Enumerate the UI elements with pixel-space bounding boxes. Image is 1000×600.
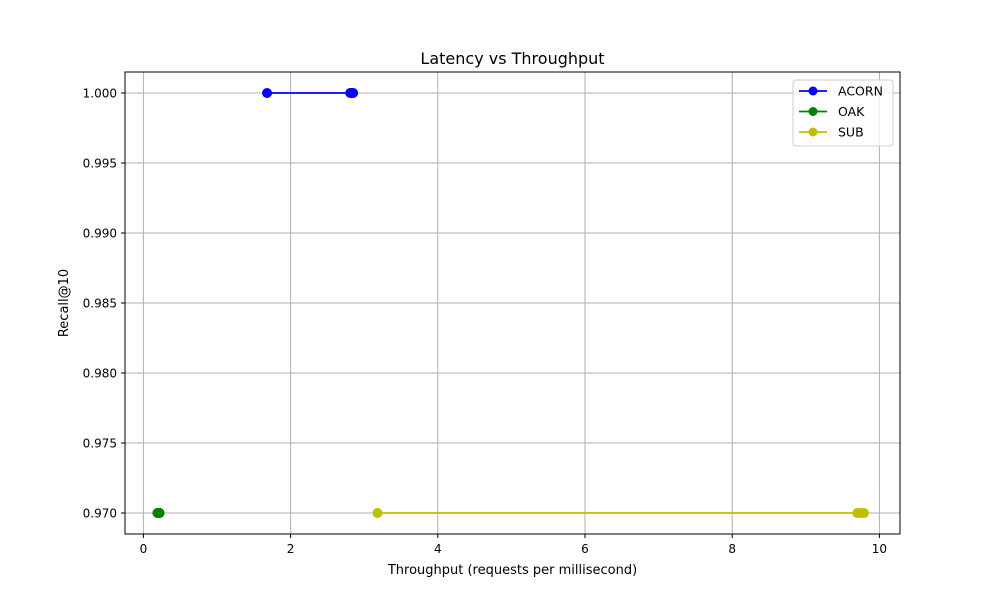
y-tick-label: 0.990	[83, 227, 117, 241]
y-tick-label: 0.970	[83, 507, 117, 521]
y-axis-label: Recall@10	[57, 269, 72, 337]
legend-entries: ACORN OAK SUB	[799, 84, 883, 140]
y-tick-label: 1.000	[83, 87, 117, 101]
x-tick-label: 2	[287, 542, 295, 556]
x-axis-label: Throughput (requests per millisecond)	[387, 563, 637, 578]
series-sub	[372, 508, 869, 518]
legend-label-acorn: ACORN	[838, 84, 883, 99]
series-layer	[152, 88, 869, 518]
y-tick-label: 0.980	[83, 367, 117, 381]
y-tick-label: 0.995	[83, 157, 117, 171]
data-point-sub	[372, 508, 383, 518]
legend-marker-oak	[808, 107, 818, 116]
legend-box	[792, 79, 894, 147]
y-tick-label: 0.975	[83, 437, 117, 451]
data-point-oak	[154, 508, 165, 518]
legend-marker-sub	[808, 127, 818, 137]
series-acorn	[262, 88, 359, 98]
x-tick-label: 0	[140, 542, 148, 556]
y-tick-label: 0.985	[83, 297, 117, 311]
x-tick-label: 6	[581, 542, 589, 556]
legend-label-oak: OAK	[838, 104, 865, 119]
series-oak	[152, 508, 165, 518]
x-axis-ticks: 0 2 4 6 8 10	[140, 534, 887, 556]
chart-title: Latency vs Throughput	[420, 49, 604, 68]
data-point-sub	[858, 508, 869, 518]
x-tick-label: 8	[728, 542, 736, 556]
legend-label-sub: SUB	[838, 125, 864, 140]
data-point-acorn	[348, 88, 359, 98]
x-tick-label: 10	[872, 542, 887, 556]
legend-marker-acorn	[808, 86, 818, 96]
y-axis-ticks: 0.970 0.975 0.980 0.985 0.990 0.995 1.000	[83, 87, 125, 521]
x-tick-label: 4	[434, 542, 442, 556]
data-point-acorn	[262, 88, 273, 98]
legend: ACORN OAK SUB	[792, 79, 894, 147]
